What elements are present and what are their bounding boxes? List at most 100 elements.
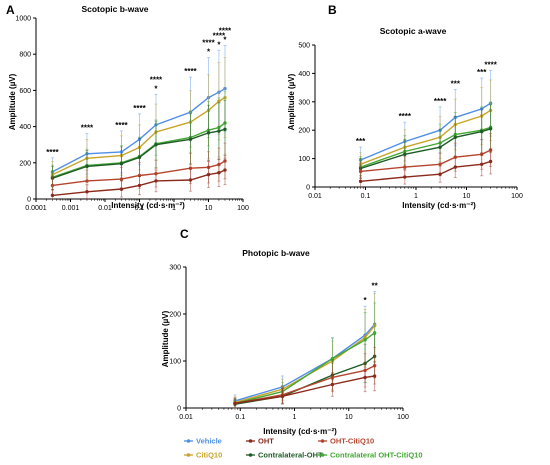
y-tick-label: 300 (298, 99, 310, 106)
data-point (137, 183, 142, 188)
data-point (119, 177, 124, 181)
data-point (137, 145, 142, 150)
y-tick-label: 600 (19, 88, 31, 95)
y-tick-label: 300 (169, 265, 181, 272)
data-point (403, 165, 407, 169)
data-point (403, 149, 407, 154)
data-point (206, 95, 211, 100)
significance-marker: **** (46, 148, 59, 157)
legend-item-citiq10: CitiQ10 (184, 451, 222, 460)
x-tick-label: 0.01 (98, 205, 112, 212)
y-tick-label: 400 (298, 71, 310, 78)
data-point (363, 335, 367, 340)
data-point (137, 137, 142, 141)
data-point (188, 120, 193, 124)
data-point (358, 179, 363, 184)
data-point (206, 128, 211, 132)
data-point (480, 162, 484, 166)
y-tick-label: 0 (177, 406, 181, 413)
panel-c-ylabel: Amplitude (µV) (161, 310, 170, 367)
data-point (330, 356, 335, 361)
x-tick-label: 0.1 (361, 193, 371, 200)
data-point (363, 361, 367, 366)
data-point (119, 187, 124, 191)
data-point (223, 159, 227, 163)
data-point (280, 387, 285, 391)
data-point (453, 135, 457, 139)
data-point (403, 139, 407, 144)
data-point (363, 338, 367, 342)
y-tick-label: 800 (19, 52, 31, 59)
data-point (453, 122, 457, 127)
data-point (358, 166, 363, 171)
data-point (438, 172, 442, 176)
series-contralateral-oht-citiq10 (233, 302, 377, 409)
data-point (119, 162, 124, 166)
x-tick-label: 10 (345, 414, 353, 421)
x-tick-label: 10 (463, 193, 471, 200)
legend-label: CitiQ10 (196, 451, 222, 460)
x-tick-label: 0.001 (62, 205, 80, 212)
data-point (188, 137, 193, 141)
significance-marker: **** (484, 60, 497, 69)
x-tick-label: 100 (397, 414, 409, 421)
data-point (154, 130, 158, 134)
x-tick-label: 0.01 (179, 414, 193, 421)
legend-label: OHT (258, 437, 274, 446)
data-point (85, 152, 89, 156)
y-tick-label: 400 (19, 124, 31, 131)
series-contralateral-oht-citiq10 (358, 102, 493, 179)
data-point (223, 168, 227, 172)
data-point (280, 389, 285, 394)
legend-label: OHT-CitiQ10 (330, 437, 374, 446)
data-point (217, 90, 221, 94)
data-point (488, 127, 493, 131)
legend-swatch-marker (320, 453, 325, 457)
panel-b-letter: B (328, 3, 337, 17)
significance-marker: **** (133, 104, 146, 113)
data-point (154, 179, 158, 183)
significance-marker: **** (184, 67, 197, 76)
data-point (85, 190, 89, 194)
data-point (206, 172, 211, 177)
legend-label: Contralateral OHT-CitiQ10 (330, 451, 423, 460)
legend-item-oht: OHT (246, 437, 274, 446)
data-point (488, 101, 493, 105)
legend-swatch-marker (248, 439, 253, 443)
data-point (137, 173, 142, 178)
x-tick-label: 0.01 (308, 193, 322, 200)
legend-item-contralateral-oht-citiq10: Contralateral OHT-CitiQ10 (318, 451, 423, 460)
data-point (206, 165, 211, 170)
series-line (52, 87, 226, 173)
data-point (453, 115, 457, 120)
y-tick-label: 200 (298, 128, 310, 135)
panel-a-letter: A (6, 3, 15, 17)
data-point (85, 156, 89, 160)
data-point (372, 324, 377, 328)
data-point (50, 183, 55, 188)
data-point (372, 374, 377, 378)
x-tick-label: 10 (205, 205, 213, 212)
significance-marker: *** (477, 68, 487, 77)
y-tick-label: 0 (27, 197, 31, 204)
legend: Vehicle OHT OHT-CitiQ10 CitiQ10 Contralatera… (184, 437, 423, 460)
data-point (50, 176, 55, 180)
x-tick-label: 0.1 (135, 205, 145, 212)
panel-c: C Photopic b-wave Amplitude (µV) Intensi… (161, 227, 409, 436)
data-point (50, 170, 55, 174)
data-point (280, 394, 285, 398)
x-tick-label: 0.0001 (25, 205, 47, 212)
legend-item-vehicle: Vehicle (184, 437, 222, 446)
data-point (488, 108, 493, 113)
y-tick-label: 200 (169, 312, 181, 319)
y-tick-label: 1000 (15, 16, 31, 23)
series-vehicle (233, 291, 377, 408)
significance-marker: * (207, 48, 211, 57)
legend-swatch-marker (186, 439, 191, 443)
significance-marker: **** (150, 75, 163, 84)
significance-marker: **** (434, 97, 447, 106)
series-oht (233, 360, 377, 409)
